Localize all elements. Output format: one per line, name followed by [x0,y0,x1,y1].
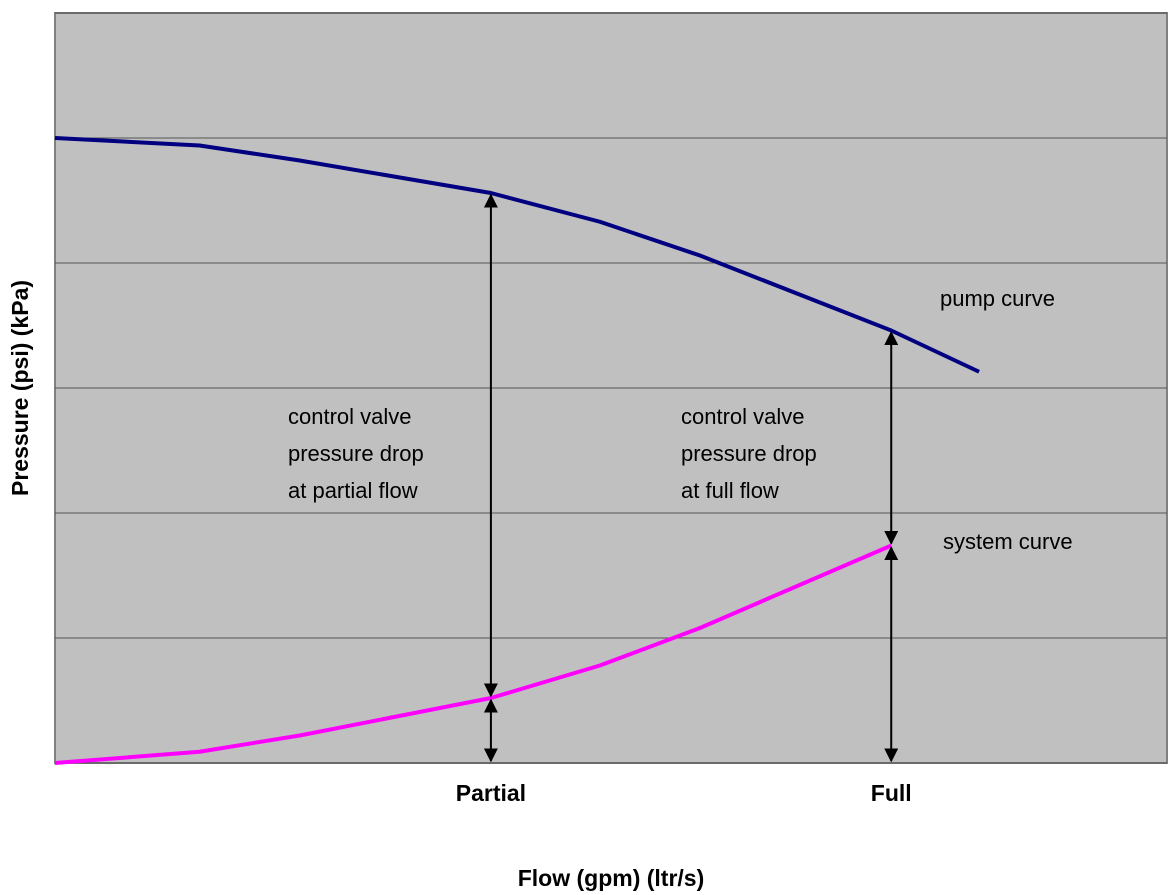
x-tick-label: Full [871,780,912,806]
annotation: at partial flow [288,478,418,503]
annotation: pressure drop [288,441,424,466]
series-label: system curve [943,529,1073,554]
x-tick-label: Partial [456,780,526,806]
annotation: control valve [681,404,805,429]
series-line [54,543,893,765]
series-label: pump curve [940,286,1055,311]
annotation: control valve [288,404,412,429]
annotation: at full flow [681,478,779,503]
x-axis-title: Flow (gpm) (ltr/s) [518,865,705,891]
y-axis-title: Pressure (psi) (kPa) [7,280,33,496]
series-line [54,136,980,374]
annotation: pressure drop [681,441,817,466]
